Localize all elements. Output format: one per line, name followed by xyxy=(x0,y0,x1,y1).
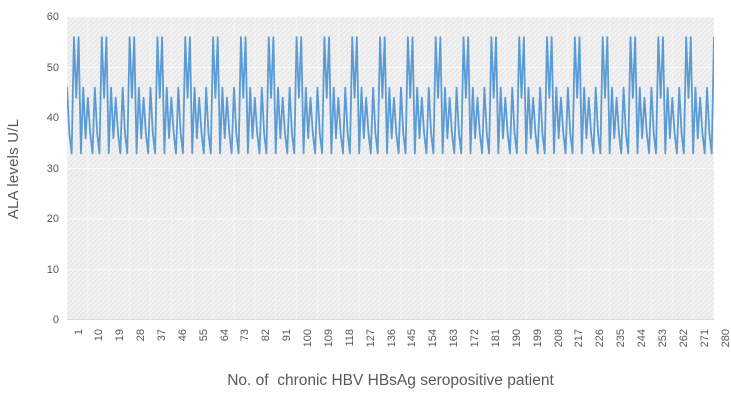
ala-series-line xyxy=(67,36,714,155)
x-tick-label: 280 xyxy=(719,329,731,348)
x-tick-label: 235 xyxy=(615,329,628,348)
x-tick-label: 55 xyxy=(197,329,210,342)
x-tick-label: 271 xyxy=(698,329,711,348)
y-tick-label: 10 xyxy=(46,263,59,276)
x-tick-label: 145 xyxy=(406,329,419,348)
x-tick-label: 1 xyxy=(72,329,85,336)
x-tick-label: 244 xyxy=(636,329,649,348)
plot-area xyxy=(67,17,714,320)
x-tick-label: 154 xyxy=(427,329,440,348)
x-tick-label: 136 xyxy=(385,329,398,348)
x-tick-label: 118 xyxy=(343,329,356,347)
y-tick-label: 20 xyxy=(46,213,59,225)
y-tick-label: 50 xyxy=(46,61,59,74)
x-tick-label: 10 xyxy=(93,329,106,342)
y-tick-label: 30 xyxy=(46,162,59,175)
x-axis-title: No. of chronic HBV HBsAg seropositive pa… xyxy=(227,372,554,389)
x-tick-label: 190 xyxy=(510,329,523,348)
x-tick-label: 109 xyxy=(322,329,335,348)
y-tick-label: 0 xyxy=(52,314,59,326)
x-tick-label: 91 xyxy=(281,329,294,342)
x-tick-label: 19 xyxy=(114,329,127,342)
x-tick-label: 172 xyxy=(469,329,482,348)
x-tick-label: 37 xyxy=(155,329,168,342)
x-tick-label: 64 xyxy=(218,329,231,342)
x-tick-label: 226 xyxy=(594,329,607,348)
x-tick-label: 199 xyxy=(531,329,544,348)
y-tick-label: 40 xyxy=(46,112,59,124)
x-tick-label: 100 xyxy=(302,329,315,348)
x-tick-label: 262 xyxy=(677,329,690,348)
x-tick-label: 127 xyxy=(364,329,377,348)
x-tick-label: 28 xyxy=(135,329,148,342)
x-tick-label: 253 xyxy=(656,329,669,348)
x-tick-label: 163 xyxy=(448,329,461,348)
x-tick-label: 46 xyxy=(176,329,189,342)
x-tick-label: 181 xyxy=(489,329,502,348)
x-tick-label: 217 xyxy=(573,329,586,348)
y-tick-label: 60 xyxy=(46,11,59,23)
x-tick-label: 82 xyxy=(260,329,273,342)
x-tick-label: 208 xyxy=(552,329,565,348)
x-tick-label: 73 xyxy=(239,329,252,342)
